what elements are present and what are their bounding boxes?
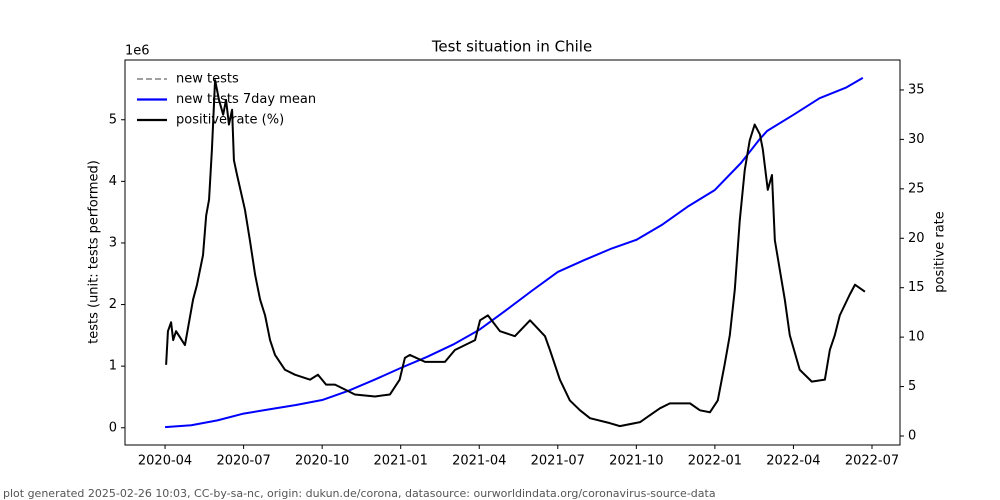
x-tick-label: 2022-07 [845,454,899,469]
x-tick-label: 2020-07 [216,454,270,469]
y2-tick-label: 30 [908,132,925,147]
legend-label: new tests 7day mean [176,92,316,107]
y2-axis-label: positive rate [933,211,948,293]
y-tick-label: 0 [109,420,117,435]
x-tick-label: 2022-04 [766,454,820,469]
y2-tick-label: 15 [908,280,925,295]
y-tick-label: 2 [109,297,117,312]
x-tick-label: 2021-07 [531,454,585,469]
y-tick-label: 1 [109,359,117,374]
legend-label: new tests [176,72,239,87]
y-tick-label: 4 [109,174,117,189]
y-tick-label: 5 [109,112,117,127]
x-tick-label: 2020-10 [295,454,349,469]
y2-tick-label: 10 [908,330,925,345]
y-tick-label: 3 [109,235,117,250]
y-axis-label: tests (unit: tests performed) [87,160,102,344]
x-tick-label: 2021-10 [609,454,663,469]
x-tick-label: 2022-01 [688,454,742,469]
y2-tick-label: 25 [908,181,925,196]
footer: plot generated 2025-02-26 10:03, CC-by-s… [3,487,716,500]
chart-title: Test situation in Chile [431,38,592,56]
series-line [164,76,864,429]
y2-tick-label: 35 [908,82,925,97]
x-tick-label: 2020-04 [138,454,192,469]
legend-label: positive rate (%) [176,113,284,128]
series-line [165,79,866,428]
x-tick-label: 2021-01 [374,454,428,469]
y-offset-label: 1e6 [125,44,150,59]
x-tick-label: 2021-04 [452,454,506,469]
y2-tick-label: 20 [908,231,925,246]
plot-frame [124,59,901,446]
y2-tick-label: 0 [908,429,916,444]
y2-tick-label: 5 [908,379,916,394]
